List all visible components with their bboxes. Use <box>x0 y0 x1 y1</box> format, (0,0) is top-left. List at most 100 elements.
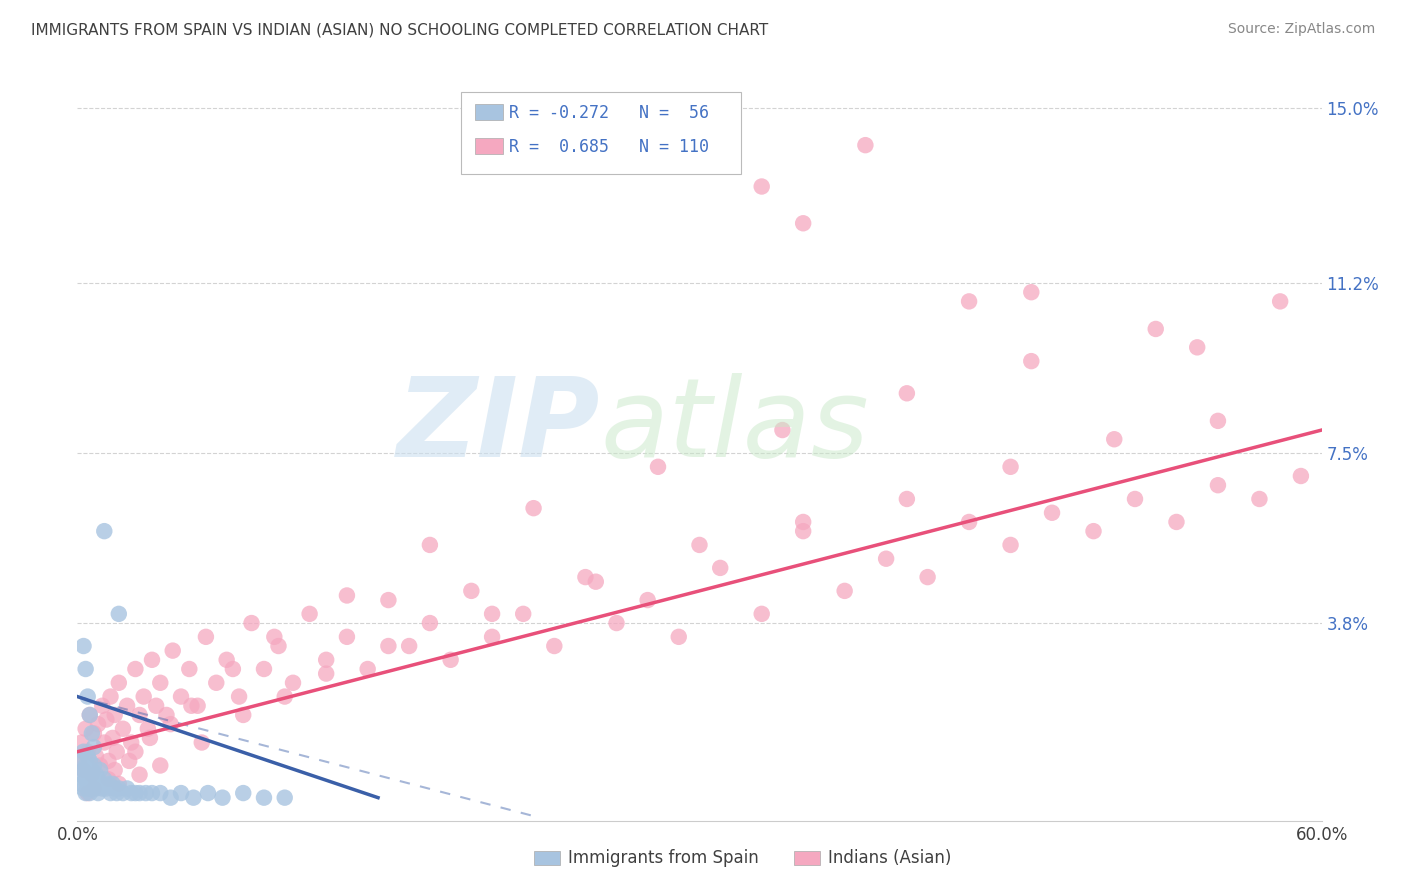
Point <box>75 758 97 772</box>
Point <box>80 763 103 777</box>
Point <box>139 731 162 745</box>
Point <box>79 708 101 723</box>
Point <box>128 708 150 723</box>
Point <box>107 781 129 796</box>
Point <box>84 749 107 764</box>
Point <box>70 754 93 768</box>
Point <box>1000 538 1022 552</box>
Point <box>83 726 105 740</box>
Point <box>298 607 321 621</box>
Point <box>357 662 380 676</box>
Point <box>751 179 773 194</box>
Point <box>100 690 122 704</box>
Point <box>183 790 205 805</box>
Point <box>93 772 115 787</box>
Point <box>273 790 295 805</box>
Point <box>336 589 359 603</box>
Point <box>205 675 228 690</box>
Point <box>136 722 159 736</box>
Point <box>97 754 120 768</box>
Point <box>101 731 124 745</box>
Point <box>89 758 111 772</box>
Point <box>543 639 565 653</box>
Point <box>585 574 607 589</box>
Point <box>439 653 461 667</box>
Point <box>1206 414 1229 428</box>
Point <box>76 781 98 796</box>
Point <box>76 749 98 764</box>
Point <box>190 735 214 749</box>
Point <box>481 630 503 644</box>
Point <box>115 781 138 796</box>
Point <box>93 524 115 538</box>
Point <box>93 735 115 749</box>
Point <box>70 735 93 749</box>
Point <box>855 138 877 153</box>
Point <box>159 717 181 731</box>
Point <box>281 675 304 690</box>
Point <box>72 763 94 777</box>
Point <box>120 786 142 800</box>
Point <box>124 786 146 800</box>
Point <box>896 491 918 506</box>
Point <box>76 786 98 800</box>
Point <box>79 786 101 800</box>
Point <box>128 767 150 781</box>
Point <box>792 216 814 230</box>
Text: Indians (Asian): Indians (Asian) <box>828 849 952 867</box>
Point <box>79 772 101 787</box>
Point <box>97 772 120 787</box>
Point <box>72 781 94 796</box>
Point <box>84 781 107 796</box>
Point <box>315 666 337 681</box>
Point <box>1000 459 1022 474</box>
Point <box>751 607 773 621</box>
Point <box>263 630 285 644</box>
Point <box>101 777 124 791</box>
Point <box>211 790 233 805</box>
Point <box>377 639 399 653</box>
Point <box>149 675 172 690</box>
Point <box>104 781 127 796</box>
Point <box>159 790 181 805</box>
Point <box>84 767 107 781</box>
Point <box>957 515 980 529</box>
Point <box>80 726 103 740</box>
Point <box>76 745 98 759</box>
Point <box>104 763 127 777</box>
Point <box>72 745 94 759</box>
Point <box>253 790 276 805</box>
Text: Immigrants from Spain: Immigrants from Spain <box>568 849 759 867</box>
Point <box>1289 469 1312 483</box>
Point <box>79 754 101 768</box>
Point <box>315 653 337 667</box>
Point <box>1123 491 1146 506</box>
Point <box>222 662 245 676</box>
Point <box>875 551 897 566</box>
Point <box>187 698 209 713</box>
Point <box>896 386 918 401</box>
Point <box>145 698 167 713</box>
Point <box>162 643 184 657</box>
Point <box>115 698 138 713</box>
Point <box>1268 294 1291 309</box>
Point <box>149 786 172 800</box>
Point <box>194 630 217 644</box>
Point <box>107 675 129 690</box>
Text: ZIP: ZIP <box>396 373 600 480</box>
Point <box>128 786 150 800</box>
Point <box>1144 322 1167 336</box>
Point <box>91 698 114 713</box>
Point <box>709 561 731 575</box>
Point <box>87 786 110 800</box>
Point <box>1021 285 1043 300</box>
Point <box>97 777 120 791</box>
Point <box>83 758 105 772</box>
Text: R = -0.272   N =  56: R = -0.272 N = 56 <box>509 104 709 122</box>
Point <box>253 662 276 676</box>
Point <box>647 459 669 474</box>
Point <box>100 786 122 800</box>
Point <box>170 690 193 704</box>
Point <box>80 781 103 796</box>
Point <box>75 662 97 676</box>
